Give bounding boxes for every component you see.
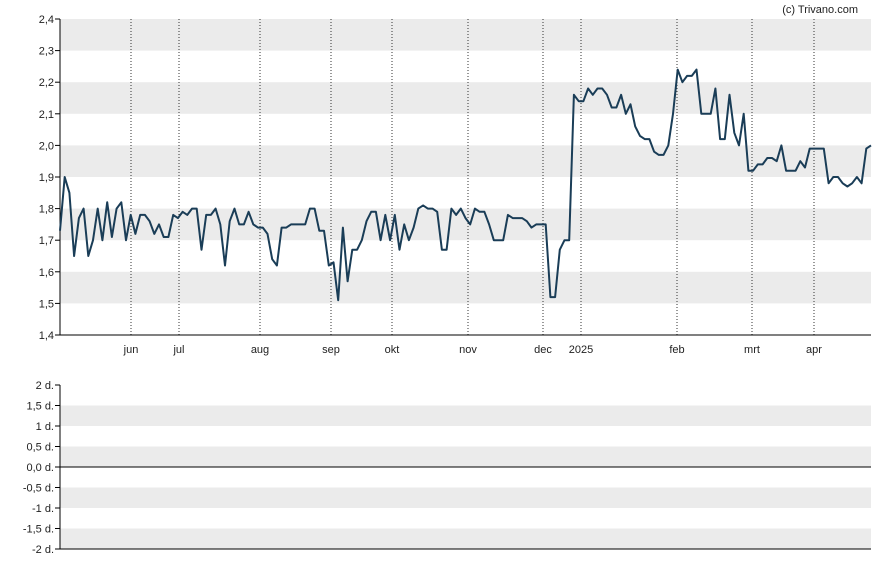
grid-band — [60, 487, 871, 508]
grid-band — [60, 446, 871, 467]
bottom-chart: -2 d. -1,5 d. -1 d. -0,5 d. 0,0 d. 0,5 d. 1 d.… — [23, 380, 871, 556]
grid-band — [60, 528, 871, 549]
y-tick-label: 0,0 d. — [26, 462, 54, 474]
y-tick-label: 2,3 — [39, 46, 54, 58]
x-tick-label: sep — [322, 344, 340, 356]
x-tick-label: aug — [251, 344, 269, 356]
y-tick-label: 1,5 — [39, 298, 54, 310]
y-tick-label: 1,5 d. — [26, 401, 54, 413]
y-tick-label: 2 d. — [36, 380, 54, 392]
y-tick-label: 1,7 — [39, 235, 54, 247]
grid-band — [60, 271, 871, 304]
x-tick-label: 2025 — [569, 344, 593, 356]
y-tick-label: 2,0 — [39, 140, 54, 152]
y-tick-label: -0,5 d. — [23, 483, 54, 495]
y-tick-label: 1,9 — [39, 172, 54, 184]
x-tick-label: dec — [534, 344, 552, 356]
y-tick-label: 0,5 d. — [26, 442, 54, 454]
y-tick-label: 1,6 — [39, 267, 54, 279]
grid-band — [60, 405, 871, 426]
y-tick-label: 2,4 — [39, 14, 54, 26]
x-tick-label: apr — [806, 344, 822, 356]
grid-band — [60, 145, 871, 177]
y-tick-label: 2,2 — [39, 77, 54, 89]
price-line — [59, 68, 872, 302]
x-tick-label: okt — [385, 344, 400, 356]
x-tick-label: nov — [459, 344, 477, 356]
y-tick-label: 2,1 — [39, 109, 54, 121]
top-chart: jun jul aug sep okt nov dec 2025 feb mrt apr 1,4 1,5… — [39, 14, 872, 356]
grid-band — [60, 208, 871, 241]
x-tick-label: feb — [669, 344, 684, 356]
x-tick-label: jul — [172, 344, 184, 356]
y-tick-label: -2 d. — [32, 544, 54, 556]
x-tick-label: jun — [123, 344, 139, 356]
y-tick-label: 1,8 — [39, 204, 54, 216]
y-tick-label: 1,4 — [39, 330, 54, 342]
credit-label: (c) Trivano.com — [782, 4, 858, 16]
grid-band — [60, 19, 871, 51]
grid-band — [60, 82, 871, 114]
x-tick-label: mrt — [744, 344, 760, 356]
y-tick-label: 1 d. — [36, 421, 54, 433]
y-tick-label: -1,5 d. — [23, 524, 54, 536]
y-tick-label: -1 d. — [32, 503, 54, 515]
